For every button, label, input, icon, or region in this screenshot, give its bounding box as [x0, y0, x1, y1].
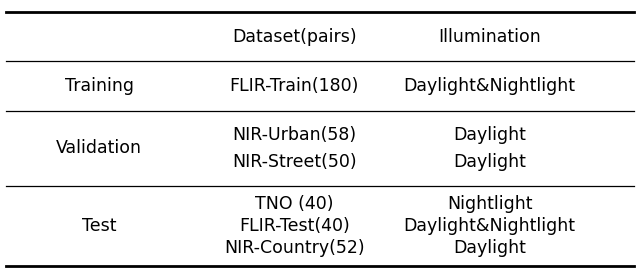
Text: Training: Training	[65, 77, 134, 95]
Text: NIR-Urban(58): NIR-Urban(58)	[232, 126, 356, 144]
Text: Daylight: Daylight	[453, 239, 526, 257]
Text: NIR-Street(50): NIR-Street(50)	[232, 153, 356, 171]
Text: Daylight&Nightlight: Daylight&Nightlight	[404, 217, 575, 235]
Text: NIR-Country(52): NIR-Country(52)	[224, 239, 365, 257]
Text: Daylight: Daylight	[453, 153, 526, 171]
Text: Daylight: Daylight	[453, 126, 526, 144]
Text: TNO (40): TNO (40)	[255, 195, 333, 213]
Text: Illumination: Illumination	[438, 28, 541, 46]
Text: FLIR-Train(180): FLIR-Train(180)	[230, 77, 359, 95]
Text: FLIR-Test(40): FLIR-Test(40)	[239, 217, 350, 235]
Text: Daylight&Nightlight: Daylight&Nightlight	[404, 77, 575, 95]
Text: Dataset(pairs): Dataset(pairs)	[232, 28, 356, 46]
Text: Nightlight: Nightlight	[447, 195, 532, 213]
Text: Validation: Validation	[56, 139, 142, 157]
Text: Test: Test	[82, 217, 116, 235]
